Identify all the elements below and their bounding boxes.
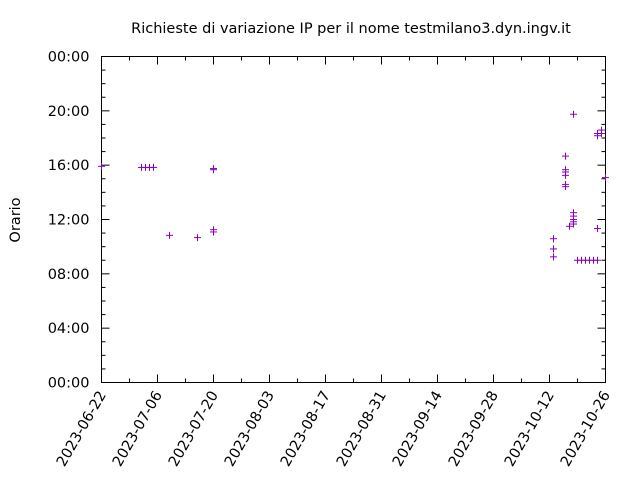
x-tick-label: 2023-10-26 — [558, 389, 614, 470]
y-tick-label: 00:00 — [48, 50, 90, 66]
y-tick: 20:00 — [48, 104, 606, 120]
x-tick-label: 2023-07-06 — [110, 389, 166, 470]
data-point — [98, 162, 105, 170]
y-axis-label: Orario — [8, 197, 24, 242]
plot-frame — [101, 56, 606, 383]
data-point — [550, 245, 557, 253]
data-point — [550, 235, 557, 243]
data-point — [210, 228, 217, 236]
data-point — [566, 222, 573, 230]
data-point — [594, 225, 601, 233]
y-tick-label: 20:00 — [48, 104, 90, 120]
data-point — [570, 110, 577, 118]
data-point — [562, 152, 569, 160]
data-point — [166, 231, 173, 239]
y-tick: 00:00 — [48, 50, 606, 66]
data-point — [598, 129, 605, 137]
x-tick: 2023-07-06 — [110, 56, 166, 470]
data-point — [210, 166, 217, 174]
x-tick-label: 2023-06-22 — [54, 389, 110, 470]
x-tick: 2023-09-14 — [390, 56, 446, 470]
x-tick-label: 2023-08-17 — [278, 389, 334, 470]
x-tick: 2023-10-12 — [502, 56, 558, 470]
y-tick: 16:00 — [48, 158, 606, 174]
y-tick-label: 08:00 — [48, 267, 90, 283]
y-axis: 00:00 04:00 08:00 12:00 16:00 20:00 00:00 — [48, 50, 606, 392]
data-point — [550, 253, 557, 261]
x-tick: 2023-08-03 — [222, 56, 278, 470]
x-tick: 2023-08-17 — [278, 56, 334, 470]
x-tick: 2023-09-28 — [446, 56, 502, 470]
x-tick-label: 2023-08-31 — [334, 389, 390, 470]
y-tick: 08:00 — [48, 267, 606, 283]
data-point — [594, 132, 601, 140]
data-point — [150, 163, 157, 171]
data-point — [562, 183, 569, 191]
y-tick: 00:00 — [48, 376, 606, 392]
y-tick-label: 12:00 — [48, 213, 90, 229]
data-point — [562, 171, 569, 179]
x-tick-label: 2023-08-03 — [222, 389, 278, 470]
x-tick-label: 2023-09-14 — [390, 389, 446, 470]
x-tick-label: 2023-09-28 — [446, 389, 502, 470]
y-tick-label: 04:00 — [48, 321, 90, 337]
x-tick-label: 2023-10-12 — [502, 389, 558, 470]
y-tick-label: 00:00 — [48, 376, 90, 392]
data-points — [98, 110, 609, 264]
x-tick: 2023-08-31 — [334, 56, 390, 470]
data-point — [194, 234, 201, 242]
data-point — [570, 220, 577, 228]
chart-title: Richieste di variazione IP per il nome t… — [131, 21, 571, 37]
y-tick: 04:00 — [48, 321, 606, 337]
x-tick-label: 2023-07-20 — [166, 389, 222, 470]
y-tick-label: 16:00 — [48, 158, 90, 174]
y-tick: 12:00 — [48, 213, 606, 229]
data-point — [602, 174, 609, 182]
x-tick: 2023-07-20 — [166, 56, 222, 470]
x-axis: 2023-06-22 2023-07-06 2023-07-20 2023-08-03… — [54, 56, 614, 470]
data-point — [594, 256, 601, 264]
